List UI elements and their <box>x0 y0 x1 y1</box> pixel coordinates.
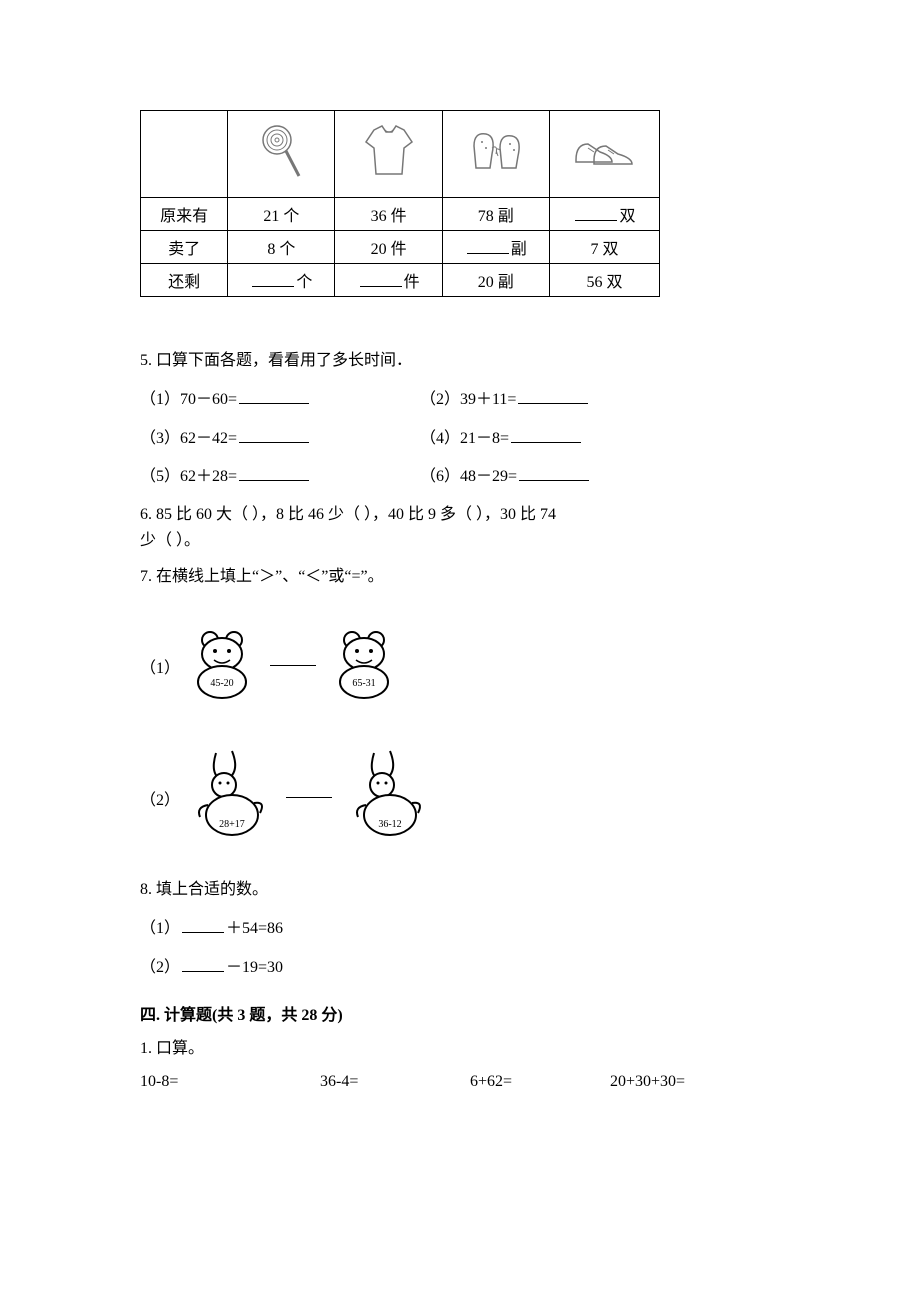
cell: 20 件 <box>335 231 442 264</box>
q5-item-expr: 39＋11= <box>460 391 516 408</box>
table-row: 还剩 个 件 20 副 56 双 <box>141 264 660 297</box>
cell: 78 副 <box>442 198 549 231</box>
cell: 个 <box>228 264 335 297</box>
q8-a-tail: ＋54=86 <box>226 920 283 937</box>
q8-b-tail: －19=30 <box>226 959 283 976</box>
blank-input[interactable] <box>239 427 309 442</box>
q5-item-num: （2） <box>420 391 460 408</box>
mittens-icon <box>466 126 526 183</box>
blank-input[interactable] <box>182 956 224 971</box>
svg-text:45-20: 45-20 <box>210 678 233 689</box>
cell: 36 件 <box>335 198 442 231</box>
items-table: 原来有 21 个 36 件 78 副 双 卖了 8 个 20 件 副 7 双 还… <box>140 110 660 297</box>
blank-input[interactable] <box>518 388 588 403</box>
lollipop-icon <box>259 122 303 187</box>
q5-item-num: （6） <box>420 468 460 485</box>
unit: 件 <box>404 274 420 291</box>
cell: 56 双 <box>549 264 659 297</box>
blank-input[interactable] <box>360 272 402 287</box>
blank-input[interactable] <box>182 918 224 933</box>
calc-item: 36-4= <box>320 1073 470 1091</box>
blank-input[interactable] <box>467 239 509 254</box>
rabbit-right-icon: 36-12 <box>348 749 428 846</box>
bear-left-icon: 45-20 <box>190 626 254 705</box>
sec4-q1-title: 1. 口算。 <box>140 1035 780 1064</box>
cell: 21 个 <box>228 198 335 231</box>
q8-title: 8. 填上合适的数。 <box>140 876 780 905</box>
q8-b-num: （2） <box>140 959 180 976</box>
q5-item-expr: 21－8= <box>460 430 509 447</box>
row-label: 卖了 <box>141 231 228 264</box>
compare-blank[interactable] <box>286 797 332 798</box>
q5-item-num: （5） <box>140 468 180 485</box>
unit: 副 <box>511 241 527 258</box>
q5-item-expr: 70－60= <box>180 391 237 408</box>
q8-a-num: （1） <box>140 920 180 937</box>
bear-right-icon: 65-31 <box>332 626 396 705</box>
calc-item: 6+62= <box>470 1073 610 1091</box>
q7-p1-num: （1） <box>140 654 180 678</box>
row-label: 还剩 <box>141 264 228 297</box>
q5-item-num: （1） <box>140 391 180 408</box>
q6-line1: 6. 85 比 60 大（ ），8 比 46 少（ ），40 比 9 多（ ），… <box>140 502 780 528</box>
cell: 8 个 <box>228 231 335 264</box>
blank-input[interactable] <box>511 427 581 442</box>
cell: 件 <box>335 264 442 297</box>
blank-input[interactable] <box>252 272 294 287</box>
q5-item-expr: 48－29= <box>460 468 517 485</box>
cell: 双 <box>549 198 659 231</box>
q5-item-expr: 62－42= <box>180 430 237 447</box>
cell: 副 <box>442 231 549 264</box>
unit: 双 <box>619 208 635 225</box>
row-label: 原来有 <box>141 198 228 231</box>
table-row: 原来有 21 个 36 件 78 副 双 <box>141 198 660 231</box>
blank-input[interactable] <box>575 206 617 221</box>
cell: 7 双 <box>549 231 659 264</box>
calc-item: 20+30+30= <box>610 1073 685 1091</box>
q5-title: 5. 口算下面各题，看看用了多长时间． <box>140 347 780 376</box>
rabbit-left-icon: 28+17 <box>190 749 270 846</box>
table-row: 卖了 8 个 20 件 副 7 双 <box>141 231 660 264</box>
svg-text:28+17: 28+17 <box>219 819 245 830</box>
calc-item: 10-8= <box>140 1073 320 1091</box>
section4-title: 四. 计算题(共 3 题，共 28 分) <box>140 1001 780 1025</box>
q7-p2-num: （2） <box>140 786 180 810</box>
svg-text:65-31: 65-31 <box>352 678 375 689</box>
blank-input[interactable] <box>519 466 589 481</box>
q5-item-num: （3） <box>140 430 180 447</box>
q7-title: 7. 在横线上填上“＞”、“＜”或“=”。 <box>140 563 780 592</box>
shirt-icon <box>362 124 416 185</box>
q5-item-num: （4） <box>420 430 460 447</box>
q5-item-expr: 62＋28= <box>180 468 237 485</box>
q6-line2: 少（ ）。 <box>140 528 780 554</box>
svg-text:36-12: 36-12 <box>378 819 401 830</box>
unit: 个 <box>296 274 312 291</box>
cell: 20 副 <box>442 264 549 297</box>
compare-blank[interactable] <box>270 665 316 666</box>
blank-input[interactable] <box>239 466 309 481</box>
shoes-icon <box>572 130 636 179</box>
blank-input[interactable] <box>239 388 309 403</box>
